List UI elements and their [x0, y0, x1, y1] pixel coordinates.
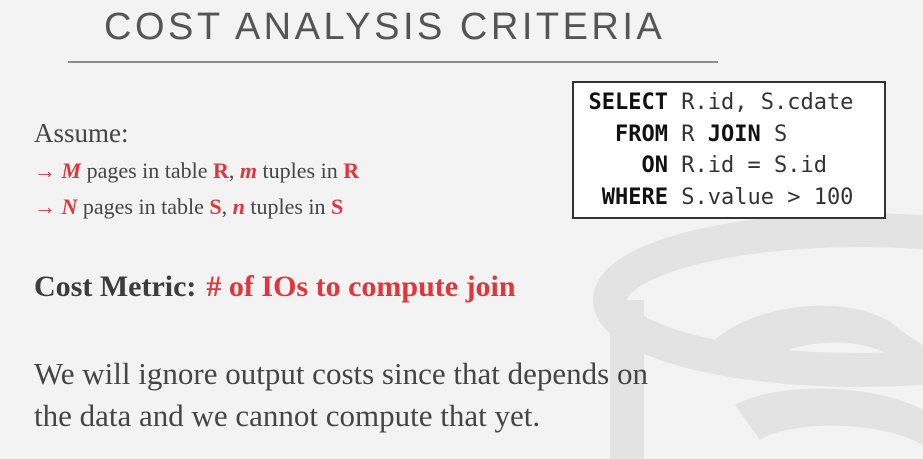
table-name: R	[213, 158, 229, 183]
table-name: S	[209, 194, 222, 219]
sql-keyword: JOIN	[707, 121, 761, 147]
bullet-text: tuples in	[244, 194, 332, 219]
variable-n-lower: n	[232, 194, 245, 219]
table-name: S	[331, 194, 344, 219]
bullet-table-r: → M pages in table R, m tuples in R	[34, 158, 359, 184]
sql-clause: S	[760, 121, 788, 147]
bullet-separator: ,	[221, 194, 233, 219]
sql-line-select: SELECT R.id, S.cdate	[580, 87, 884, 119]
bullet-text: tuples in	[257, 158, 344, 183]
sql-clause: R.id = S.id	[668, 153, 827, 178]
bullet-table-s: → N pages in table S, n tuples in S	[34, 194, 343, 220]
sql-line-from: FROM R JOIN S	[580, 119, 884, 151]
table-name: R	[343, 158, 360, 183]
arrow-icon: →	[34, 158, 56, 183]
variable-m-lower: m	[239, 158, 258, 183]
sql-line-on: ON R.id = S.id	[580, 150, 884, 182]
title-underline	[68, 61, 718, 63]
arrow-icon: →	[34, 194, 56, 219]
sql-query-box: SELECT R.id, S.cdate FROM R JOIN S ON R.…	[572, 81, 886, 219]
sql-keyword: WHERE	[601, 184, 668, 210]
output-cost-note: We will ignore output costs since that d…	[34, 353, 854, 437]
cost-metric: Cost Metric: # of IOs to compute join	[34, 270, 516, 304]
variable-m-upper: M	[61, 158, 82, 183]
cost-metric-label: Cost Metric:	[34, 270, 197, 303]
sql-line-where: WHERE S.value > 100	[580, 182, 884, 214]
assume-label: Assume:	[34, 118, 129, 148]
sql-clause: S.value > 100	[668, 184, 854, 210]
sql-keyword: ON	[641, 153, 669, 178]
note-line: the data and we cannot compute that yet.	[34, 398, 541, 433]
sql-keyword: SELECT	[588, 90, 668, 115]
sql-keyword: FROM	[615, 121, 668, 147]
variable-n-upper: N	[61, 194, 78, 219]
cost-metric-value: # of IOs to compute join	[206, 270, 516, 303]
sql-clause: R	[668, 121, 708, 147]
note-line: We will ignore output costs since that d…	[34, 356, 648, 391]
slide-title: COST ANALYSIS CRITERIA	[104, 6, 666, 48]
bullet-text: pages in table	[77, 194, 210, 219]
sql-clause: R.id, S.cdate	[668, 90, 854, 115]
bullet-separator: ,	[228, 158, 240, 183]
bullet-text: pages in table	[81, 158, 214, 183]
